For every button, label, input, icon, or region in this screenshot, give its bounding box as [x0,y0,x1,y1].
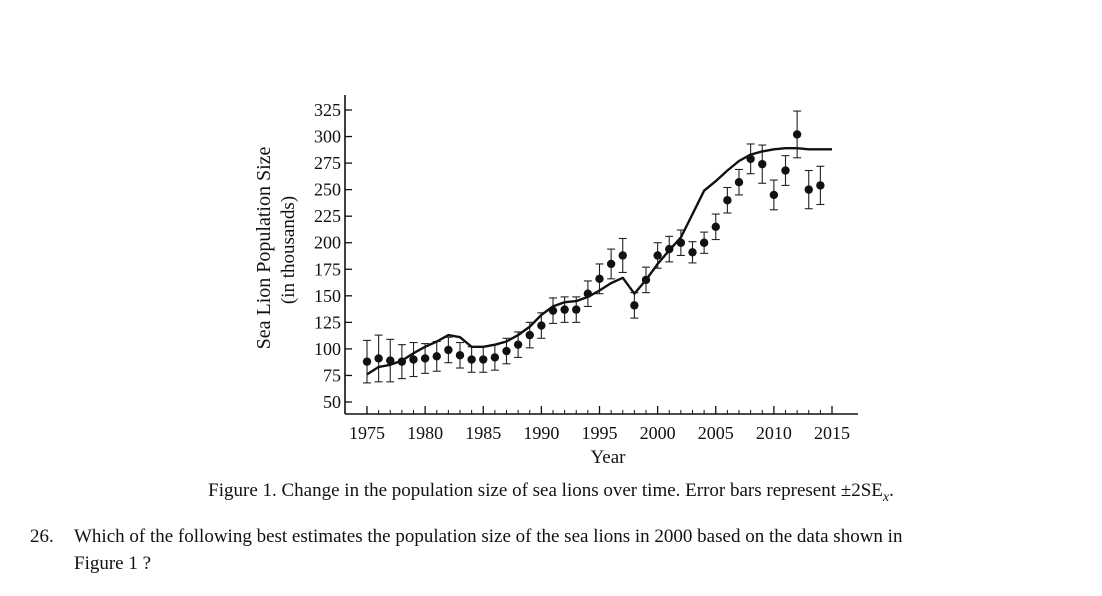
x-tick-label: 2005 [698,423,734,443]
caption-end: . [889,480,894,501]
data-point [804,185,813,194]
x-tick-label: 1995 [582,423,618,443]
data-point [560,305,569,314]
data-point [572,305,581,314]
data-point [816,181,825,190]
data-point [386,356,395,365]
y-tick-label: 300 [314,127,341,147]
data-point [467,355,476,364]
question-line-2: Figure 1 ? [74,553,152,574]
data-point [746,154,755,164]
data-point [409,355,418,364]
data-point [665,244,674,254]
data-point [641,275,651,285]
data-point [444,345,453,355]
x-tick-label: 1985 [465,423,501,443]
axes [344,95,858,415]
question-number: 26. [30,526,54,547]
x-tick-label: 1980 [407,423,443,443]
y-tick-label: 250 [314,180,341,200]
question-block: 26. Which of the following best estimates… [30,523,1090,577]
data-point [502,346,511,356]
data-point [676,238,686,247]
data-point [548,306,558,315]
y-tick-label: 200 [314,233,341,253]
x-tick-label: 1990 [523,423,559,443]
data-point [513,340,523,349]
data-point [781,166,790,175]
y-tick-label: 100 [314,339,341,359]
data-point [455,351,465,360]
data-point [537,321,546,330]
sea-lion-chart: 50 75 100 125 150 175 200 225 250 275 300 325 1975 19… [253,95,858,468]
data-point [420,354,430,363]
trend-line [366,147,832,376]
data-point [618,251,627,260]
tick-labels: 50 75 100 125 150 175 200 225 250 275 300 325 1975 19… [314,100,850,443]
data-points [362,130,825,366]
data-point [490,353,500,362]
data-point [374,354,383,363]
question-line-1: Which of the following best estimates th… [74,526,903,547]
data-point [758,159,767,169]
data-point [606,259,616,269]
y-tick-label: 125 [314,312,341,332]
data-point [525,330,534,340]
y-tick-label: 75 [323,365,341,385]
data-point [479,355,488,364]
x-tick-label: 2000 [640,423,676,443]
data-point [792,130,802,139]
trend-line-path [366,147,832,376]
data-point [688,248,697,257]
x-axis-label: Year [590,447,626,468]
data-point [723,196,732,205]
data-point [711,222,720,231]
y-tick-label: 225 [314,206,341,226]
figure-caption: Figure 1. Change in the population size … [0,480,1102,506]
x-tick-label: 2010 [756,423,792,443]
y-tick-label: 175 [314,259,341,279]
data-point [769,190,779,200]
data-point [734,178,744,187]
data-point [653,251,662,260]
error-bars [363,110,825,384]
y-tick-label: 150 [314,286,341,306]
data-point [397,357,407,366]
data-point [595,274,604,284]
data-point [583,289,593,298]
data-point [432,352,441,361]
y-tick-label: 325 [314,100,341,120]
y-axis-label: Sea Lion Population Size [253,147,275,350]
y-axis-sublabel: (in thousands) [278,196,299,304]
data-point [630,301,639,310]
caption-text: Figure 1. Change in the population size … [208,480,883,501]
data-point [699,238,709,247]
x-tick-label: 1975 [349,423,385,443]
y-tick-label: 275 [314,153,341,173]
data-point [362,357,372,366]
x-tick-label: 2015 [814,423,850,443]
caption-subscript: x [882,489,890,505]
y-tick-label: 50 [323,392,341,412]
